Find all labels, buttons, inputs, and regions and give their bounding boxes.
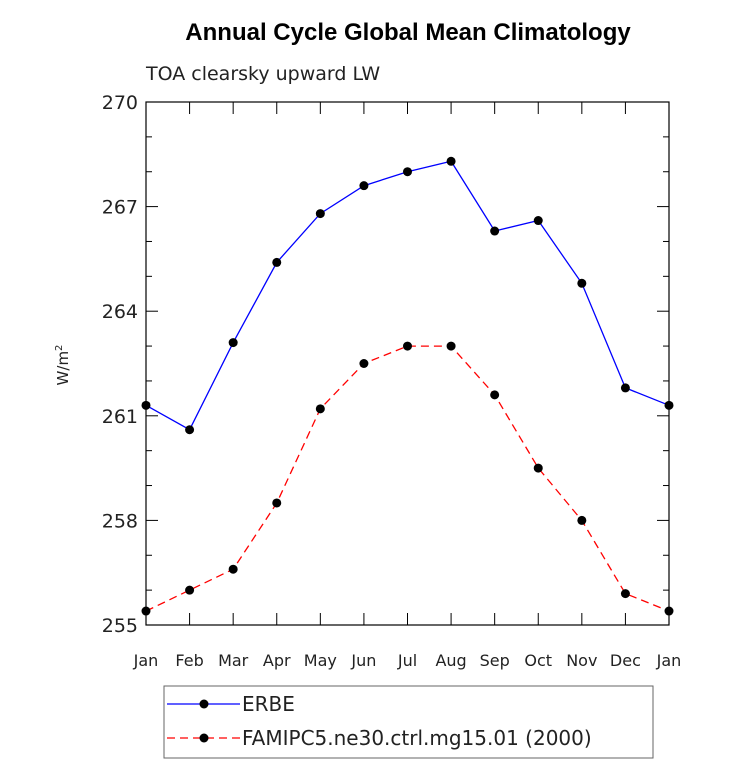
series-2-point <box>620 589 630 599</box>
series-2-point <box>228 564 238 574</box>
series-1-point <box>185 425 195 435</box>
chart-subtitle: TOA clearsky upward LW <box>145 63 380 85</box>
series-1-point <box>577 278 587 288</box>
series-1-point <box>315 209 325 219</box>
y-tick-label: 258 <box>102 510 138 532</box>
x-tick-label: Nov <box>566 651 597 670</box>
x-tick-label: Oct <box>524 651 552 670</box>
axes-ticks: 255 258 261 264 267 270 Jan Feb Mar Apr May Jun Jul A… <box>102 92 682 670</box>
series-1-point <box>664 400 674 410</box>
y-axis-label: W/m2 <box>54 345 72 386</box>
series-2-point <box>359 359 369 368</box>
chart-title: Annual Cycle Global Mean Climatology <box>185 19 631 46</box>
series-2-point <box>403 341 412 351</box>
series-2-point <box>577 515 587 525</box>
y-axis-label-superscript: 2 <box>54 345 65 351</box>
legend: ERBE FAMIPC5.ne30.ctrl.mg15.01 (2000) <box>163 685 654 759</box>
series-layer <box>141 156 674 616</box>
series-2-point <box>533 463 543 473</box>
series-1-point <box>533 216 543 226</box>
series-1-point <box>228 338 238 348</box>
x-tick-label: Jul <box>397 651 417 670</box>
y-tick-label: 267 <box>102 197 138 219</box>
x-tick-label: Apr <box>263 651 291 670</box>
x-tick-label: Mar <box>218 651 249 670</box>
series-2-point <box>185 585 195 595</box>
y-tick-label: 255 <box>102 615 138 637</box>
x-tick-label: Aug <box>435 651 466 670</box>
series-2-point <box>446 341 456 351</box>
x-tick-label: Feb <box>175 651 203 670</box>
series-line-2 <box>145 345 670 612</box>
series-2-point <box>664 606 674 616</box>
legend-marker-2 <box>199 733 209 743</box>
legend-marker-1 <box>199 699 209 709</box>
svg-text:W/m2: W/m2 <box>54 345 72 386</box>
y-tick-label: 270 <box>102 92 138 114</box>
x-tick-label: Jan <box>656 651 682 670</box>
series-1-point <box>403 167 412 177</box>
series-2-point <box>141 606 151 616</box>
series-1-point <box>446 156 456 166</box>
series-2-point <box>315 404 325 414</box>
legend-label-1: ERBE <box>242 692 295 716</box>
y-tick-label: 261 <box>102 406 138 428</box>
legend-box <box>163 685 654 759</box>
y-axis-label-text: W/m <box>54 351 72 386</box>
x-tick-label: Jan <box>133 651 159 670</box>
x-tick-label: May <box>304 651 337 670</box>
plot-frame <box>145 101 670 626</box>
series-1-point <box>272 257 282 267</box>
x-tick-label: Jun <box>350 651 376 670</box>
legend-label-2: FAMIPC5.ne30.ctrl.mg15.01 (2000) <box>242 726 592 750</box>
x-tick-label: Dec <box>610 651 641 670</box>
series-1-point <box>141 400 151 410</box>
series-1-point <box>359 181 369 191</box>
series-line-1 <box>145 160 670 431</box>
x-tick-label: Sep <box>480 651 510 670</box>
series-1-point <box>490 226 500 236</box>
series-2-point <box>272 498 282 508</box>
series-2-point <box>490 390 500 400</box>
y-tick-label: 264 <box>102 301 138 323</box>
series-1-point <box>620 383 630 393</box>
